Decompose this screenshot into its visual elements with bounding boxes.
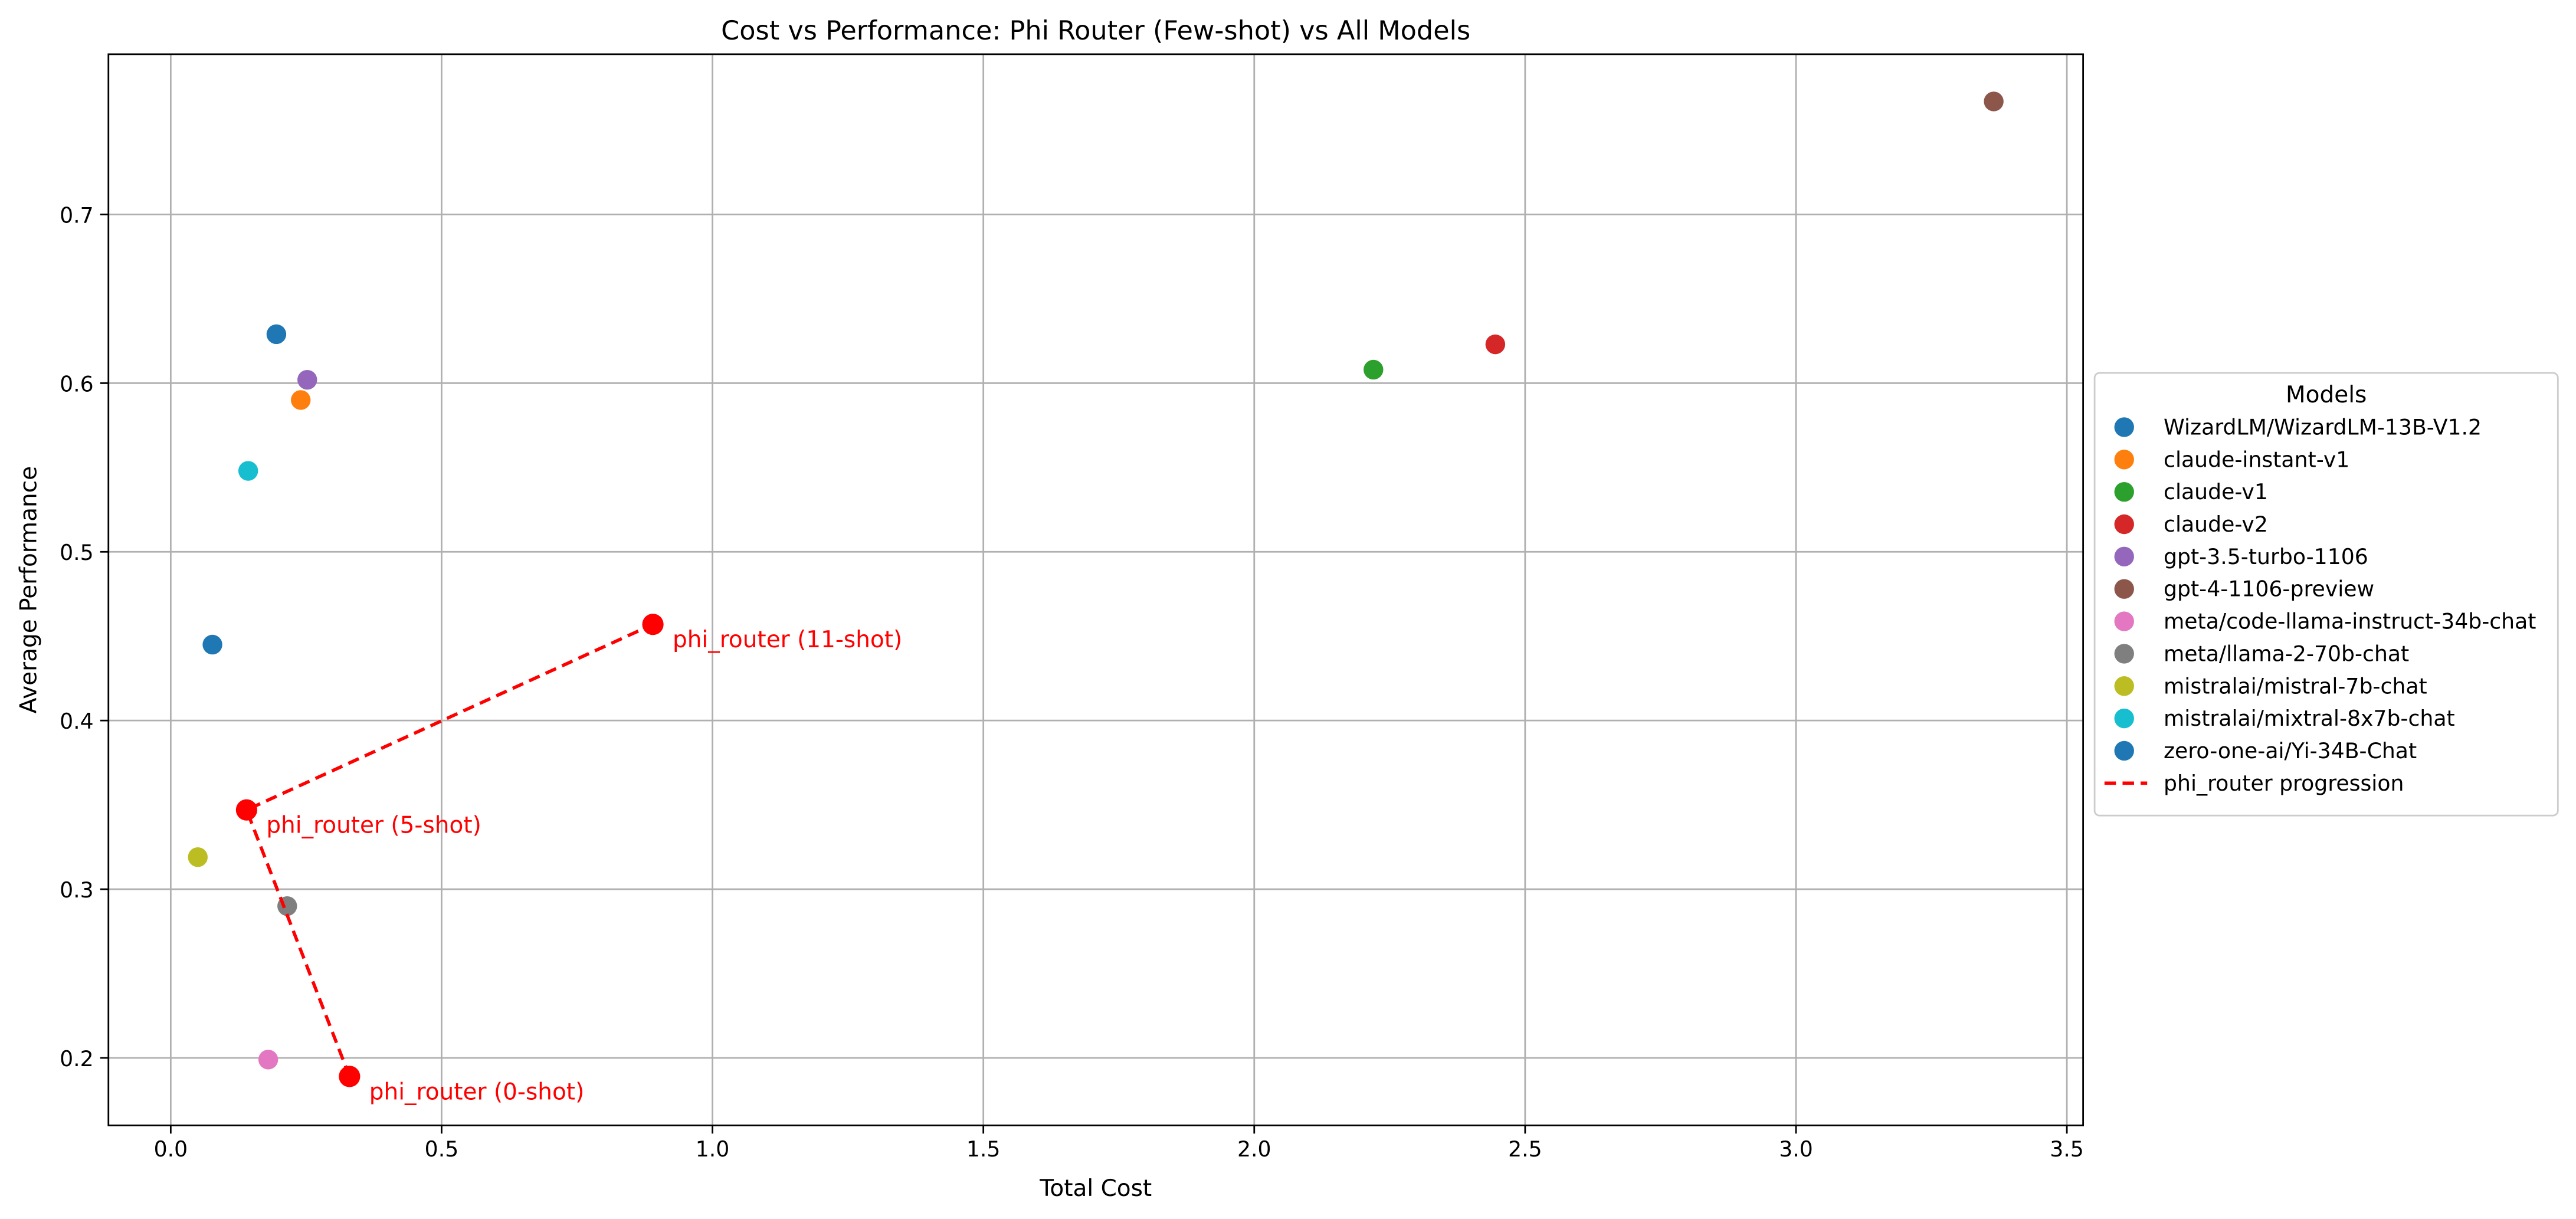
legend-label: meta/llama-2-70b-chat bbox=[2164, 641, 2409, 666]
x-tick-label: 0.5 bbox=[425, 1136, 459, 1162]
data-point bbox=[266, 324, 287, 345]
legend-marker bbox=[2114, 579, 2134, 599]
legend: Models WizardLM/WizardLM-13B-V1.2 claude-… bbox=[2093, 372, 2559, 817]
legend-marker bbox=[2114, 611, 2134, 631]
data-point bbox=[1485, 334, 1506, 355]
data-point bbox=[258, 1050, 278, 1070]
data-layer: phi_router (0-shot) phi_router (5-shot) ph… bbox=[188, 91, 2004, 1105]
legend-label: meta/code-llama-instruct-34b-chat bbox=[2164, 609, 2536, 634]
plot-frame bbox=[107, 53, 2085, 1126]
data-point bbox=[297, 369, 317, 390]
legend-label: claude-v1 bbox=[2164, 479, 2268, 504]
data-point bbox=[1984, 91, 2004, 112]
y-tick-label: 0.6 bbox=[60, 371, 94, 396]
progression-label: phi_router (11-shot) bbox=[673, 627, 902, 653]
progression-point bbox=[642, 614, 664, 635]
x-tick-label: 2.5 bbox=[1508, 1136, 1542, 1162]
x-tick-label: 2.0 bbox=[1237, 1136, 1271, 1162]
legend-label: mistralai/mixtral-8x7b-chat bbox=[2164, 706, 2455, 731]
legend-marker bbox=[2114, 514, 2134, 535]
legend-label: gpt-4-1106-preview bbox=[2164, 576, 2374, 602]
x-tick-label: 0.0 bbox=[154, 1136, 188, 1162]
legend-label: zero-one-ai/Yi-34B-Chat bbox=[2164, 738, 2417, 763]
legend-box bbox=[2093, 372, 2559, 817]
legend-marker bbox=[2114, 708, 2134, 729]
x-tick-label: 3.0 bbox=[1779, 1136, 1813, 1162]
grid bbox=[108, 54, 2083, 1126]
progression-label: phi_router (0-shot) bbox=[369, 1079, 584, 1105]
legend-marker bbox=[2114, 546, 2134, 567]
x-tick-label: 1.5 bbox=[966, 1136, 1001, 1162]
data-point bbox=[238, 461, 258, 481]
y-tick-label: 0.4 bbox=[60, 709, 94, 734]
y-tick-label: 0.3 bbox=[60, 877, 94, 903]
progression-point bbox=[339, 1066, 360, 1087]
legend-marker bbox=[2114, 740, 2134, 761]
legend-marker bbox=[2114, 450, 2134, 470]
legend-marker bbox=[2114, 417, 2134, 437]
legend-marker bbox=[2114, 644, 2134, 664]
data-point bbox=[1364, 359, 1384, 380]
legend-label: claude-instant-v1 bbox=[2164, 447, 2349, 472]
y-axis-label: Average Performance bbox=[15, 466, 42, 713]
x-tick-label: 1.0 bbox=[696, 1136, 730, 1162]
y-tick-label: 0.2 bbox=[60, 1046, 94, 1071]
legend-marker bbox=[2114, 481, 2134, 502]
legend-label: mistralai/mistral-7b-chat bbox=[2164, 673, 2427, 699]
chart-title: Cost vs Performance: Phi Router (Few-sho… bbox=[721, 15, 1470, 46]
legend-label: gpt-3.5-turbo-1106 bbox=[2164, 544, 2368, 569]
legend-label: claude-v2 bbox=[2164, 512, 2268, 537]
progression-label: phi_router (5-shot) bbox=[266, 812, 481, 839]
progression-line bbox=[244, 622, 654, 1077]
y-tick-label: 0.5 bbox=[60, 540, 94, 565]
legend-title: Models bbox=[2286, 382, 2367, 408]
x-tick-label: 3.5 bbox=[2050, 1136, 2084, 1162]
legend-label: phi_router progression bbox=[2164, 771, 2404, 796]
legend-marker bbox=[2114, 676, 2134, 696]
legend-label: WizardLM/WizardLM-13B-V1.2 bbox=[2164, 414, 2482, 440]
data-point bbox=[188, 847, 208, 867]
data-point bbox=[202, 634, 222, 655]
progression-point bbox=[235, 799, 258, 821]
data-point bbox=[291, 390, 311, 410]
axis-ticks: 0.0 0.5 1.0 1.5 2.0 2.5 3.0 3.5 0.2 0.3 0.4 0.5 0.6 0… bbox=[60, 202, 2084, 1162]
x-axis-label: Total Cost bbox=[1039, 1175, 1152, 1202]
y-tick-label: 0.7 bbox=[60, 202, 94, 228]
